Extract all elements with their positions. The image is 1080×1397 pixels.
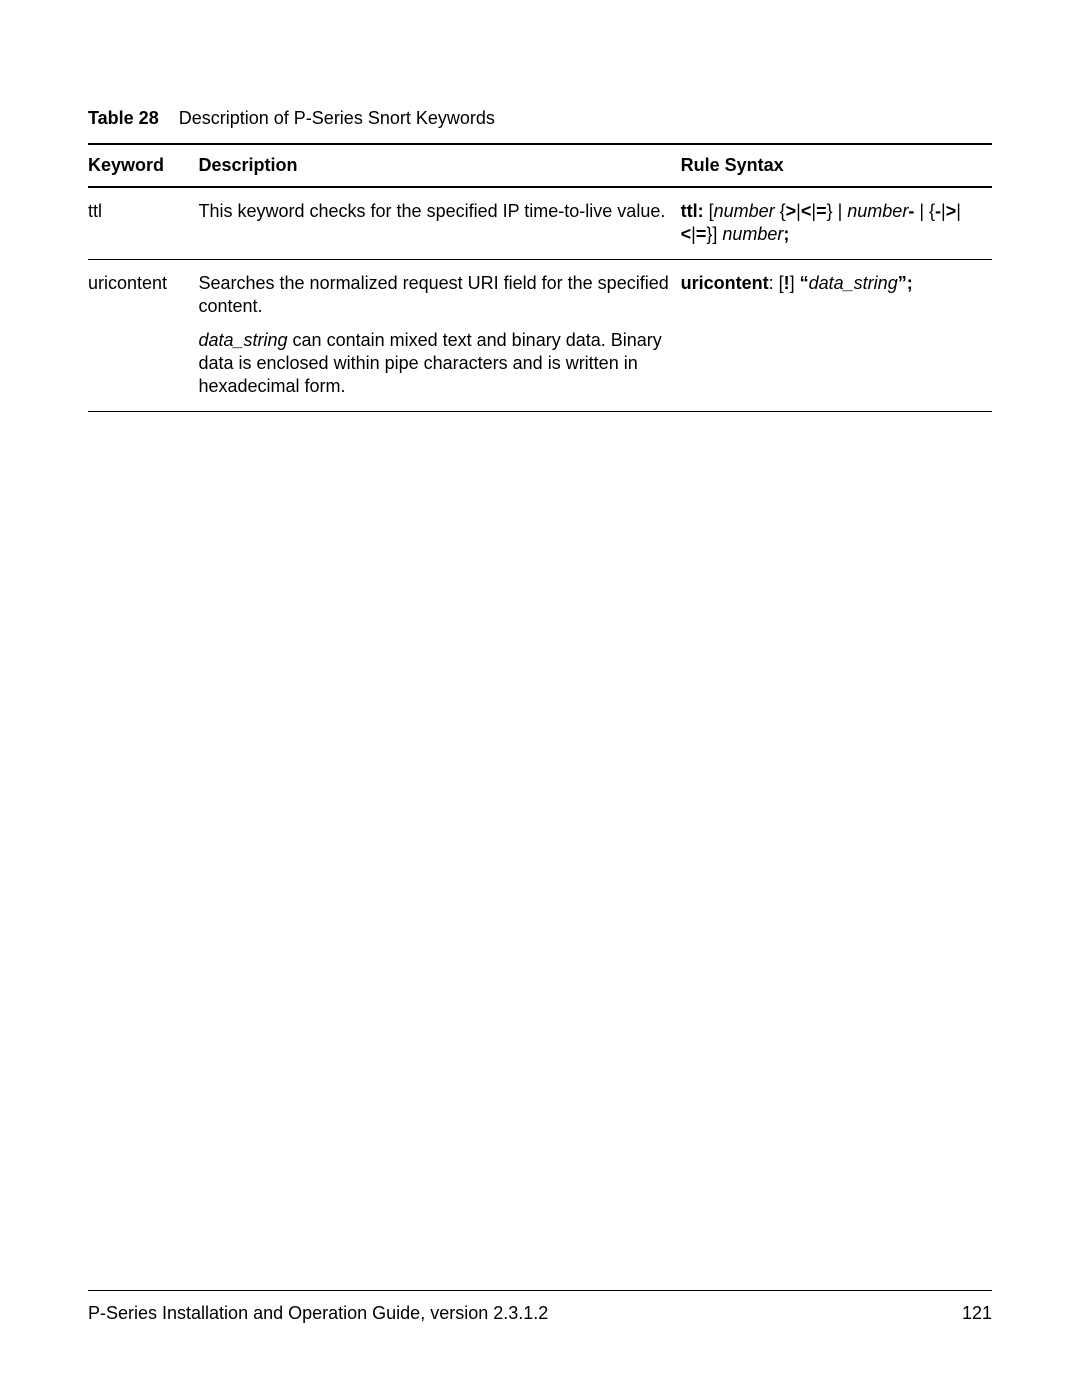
table-label: Table 28 [88,108,159,128]
syntax-token: ”; [898,273,913,293]
syntax-token: data_string [809,273,898,293]
syntax-token: number [714,201,775,221]
page-content: Table 28 Description of P-Series Snort K… [88,108,992,412]
cell-keyword: uricontent [88,259,198,411]
table-row: ttl This keyword checks for the specifie… [88,187,992,259]
syntax-token: { [775,201,786,221]
desc-paragraph: data_string can contain mixed text and b… [198,329,670,399]
syntax-token: < [801,201,812,221]
syntax-token: number [847,201,908,221]
syntax-token: number [722,224,783,244]
col-header-description: Description [198,144,680,187]
desc-paragraph: This keyword checks for the specified IP… [198,200,670,223]
syntax-token: ttl: [681,201,704,221]
cell-syntax: ttl: [number {>|<|=} | number- | {-|>|<|… [681,187,992,259]
syntax-token: } | [827,201,848,221]
syntax-token: ] [790,273,800,293]
table-row: uricontent Searches the normalized reque… [88,259,992,411]
syntax-token: ; [783,224,789,244]
col-header-syntax: Rule Syntax [681,144,992,187]
page-footer: P-Series Installation and Operation Guid… [88,1290,992,1324]
cell-description: Searches the normalized request URI fiel… [198,259,680,411]
syntax-token: | { [914,201,935,221]
syntax-token: uricontent [681,273,769,293]
table-header-row: Keyword Description Rule Syntax [88,144,992,187]
page-number: 121 [962,1303,992,1324]
cell-description: This keyword checks for the specified IP… [198,187,680,259]
table-caption: Table 28 Description of P-Series Snort K… [88,108,992,129]
syntax-token: : [ [769,273,784,293]
cell-syntax: uricontent: [!] “data_string”; [681,259,992,411]
syntax-token: < [681,224,692,244]
syntax-token: }] [706,224,722,244]
footer-title: P-Series Installation and Operation Guid… [88,1303,548,1324]
syntax-token: “ [800,273,809,293]
cell-keyword: ttl [88,187,198,259]
syntax-token: > [946,201,957,221]
snort-keywords-table: Keyword Description Rule Syntax ttl This… [88,143,992,412]
desc-ital: data_string [198,330,287,350]
col-header-keyword: Keyword [88,144,198,187]
syntax-token: | [956,201,961,221]
table-title: Description of P-Series Snort Keywords [179,108,495,128]
syntax-token: > [786,201,797,221]
syntax-token: = [696,224,707,244]
desc-paragraph: Searches the normalized request URI fiel… [198,272,670,319]
syntax-token: [ [704,201,714,221]
syntax-token: = [816,201,827,221]
